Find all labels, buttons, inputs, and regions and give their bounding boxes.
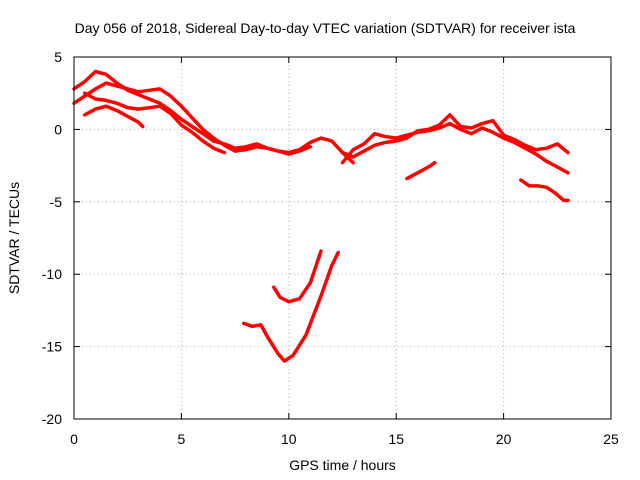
y-tick-label: 0 bbox=[54, 121, 62, 137]
plot-frame bbox=[73, 56, 612, 420]
x-tick-label: 15 bbox=[388, 431, 404, 447]
x-tick-label: 20 bbox=[496, 431, 512, 447]
series-line-track-5 bbox=[340, 121, 570, 175]
y-axis-label: SDTVAR / TECUs bbox=[6, 182, 22, 294]
series-line-track-7 bbox=[405, 160, 437, 181]
y-tick-label: 5 bbox=[54, 49, 62, 65]
series-line-track-10 bbox=[241, 250, 340, 363]
series-line-track-3 bbox=[82, 91, 227, 155]
x-tick-label: 5 bbox=[178, 431, 186, 447]
series-line-track-9 bbox=[272, 249, 323, 304]
chart-title: Day 056 of 2018, Sidereal Day-to-day VTE… bbox=[75, 20, 576, 36]
grid bbox=[74, 57, 611, 419]
series-line-track-4 bbox=[82, 104, 145, 129]
x-tick-label: 10 bbox=[281, 431, 297, 447]
x-tick-label: 0 bbox=[70, 431, 78, 447]
x-tick-label: 25 bbox=[603, 431, 619, 447]
series-line-track-2 bbox=[72, 81, 313, 156]
y-tick-label: -15 bbox=[42, 339, 62, 355]
ticks: 0 5 10 15 20 25 -20 -15 -10 -5 0 5 bbox=[42, 49, 619, 447]
x-axis-label: GPS time / hours bbox=[289, 457, 396, 473]
y-tick-label: -5 bbox=[50, 194, 63, 210]
series-line-track-8 bbox=[519, 178, 570, 203]
y-tick-label: -10 bbox=[42, 266, 62, 282]
series-group bbox=[72, 69, 570, 363]
y-tick-label: -20 bbox=[42, 411, 62, 427]
series-line-track-6 bbox=[340, 113, 570, 159]
